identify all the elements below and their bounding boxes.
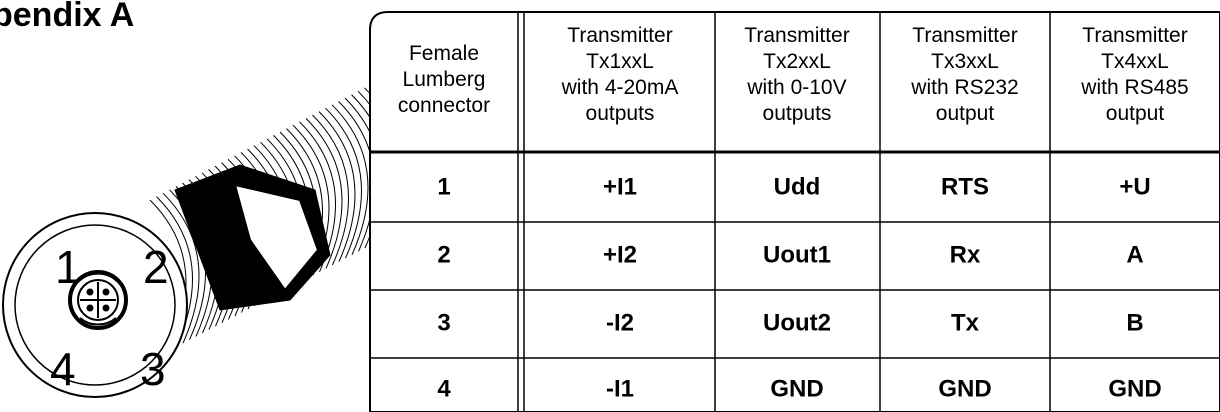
table-cell: GND: [770, 375, 823, 402]
thread-line: [325, 107, 362, 259]
header-cell: outputs: [763, 102, 832, 125]
table-cell: +I1: [603, 173, 637, 200]
thread-line: [305, 118, 343, 269]
thread-line: [312, 114, 349, 266]
table-frame: [369, 11, 1220, 412]
page-title: pendix A: [0, 0, 134, 34]
connector-drawing: [2, 70, 427, 398]
header-cell: output: [936, 102, 995, 125]
table-cell: +U: [1119, 173, 1150, 200]
pin-label: 4: [50, 343, 76, 395]
table-cell: 1: [437, 173, 450, 200]
table-cell: 2: [437, 241, 450, 268]
header-cell: with RS485: [1080, 76, 1188, 99]
header-cell: output: [1106, 102, 1165, 125]
table-cell: Rx: [950, 241, 981, 268]
header-cell: with 4-20mA: [561, 76, 679, 99]
table-cell: -I1: [606, 375, 634, 402]
table-cell: RTS: [941, 173, 989, 200]
thread-line: [318, 111, 356, 262]
header-cell: Transmitter: [912, 24, 1017, 47]
thread-line: [331, 104, 369, 256]
header-cell: Female: [409, 42, 479, 65]
header-cell: Tx1xxL: [586, 50, 654, 73]
header-cell: Lumberg: [403, 68, 486, 91]
header-cell: Tx2xxL: [763, 50, 831, 73]
table-cell: Tx: [951, 309, 980, 336]
table-cell: Uout1: [763, 241, 831, 268]
header-cell: with RS232: [910, 76, 1018, 99]
pin-label: 2: [143, 241, 169, 293]
table-cell: A: [1126, 241, 1143, 268]
table-cell: 3: [437, 309, 450, 336]
table-cell: GND: [1108, 375, 1161, 402]
table-cell: 4: [437, 375, 451, 402]
header-cell: connector: [398, 94, 490, 117]
table-cell: GND: [938, 375, 991, 402]
header-cell: Tx3xxL: [931, 50, 999, 73]
table-cell: +I2: [603, 241, 637, 268]
header-cell: Tx4xxL: [1101, 50, 1169, 73]
table-cell: Udd: [774, 173, 821, 200]
header-cell: with 0-10V: [746, 76, 846, 99]
header-cell: Transmitter: [567, 24, 672, 47]
table-cell: -I2: [606, 309, 634, 336]
header-cell: Transmitter: [744, 24, 849, 47]
table-cell: B: [1126, 309, 1143, 336]
header-cell: outputs: [586, 102, 655, 125]
thread-line: [162, 192, 200, 344]
header-cell: Transmitter: [1082, 24, 1187, 47]
pin-label: 3: [140, 343, 166, 395]
table-cell: Uout2: [763, 309, 831, 336]
pin-label: 1: [55, 241, 81, 293]
